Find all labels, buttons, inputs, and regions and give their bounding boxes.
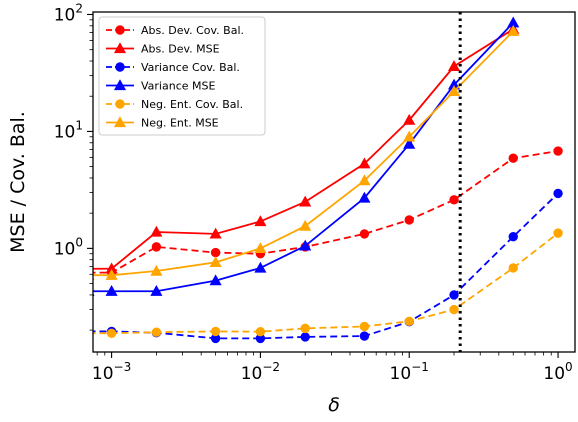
data-point [93, 270, 95, 274]
legend: Abs. Dev. Cov. Bal. Abs. Dev. MSE Variance… [98, 16, 266, 136]
x-tick-label: 100 [543, 360, 572, 384]
data-point [93, 329, 94, 333]
data-point [553, 146, 563, 156]
data-point [447, 85, 461, 97]
legend-marker [115, 99, 125, 109]
series-line [93, 30, 514, 277]
data-point [209, 256, 222, 267]
legend-marker [115, 62, 125, 72]
legend-item: Variance Cov. Bal. [106, 61, 240, 74]
data-point [358, 191, 371, 203]
data-point [404, 215, 414, 225]
legend-item: Abs. Dev. Cov. Bal. [106, 24, 244, 37]
data-point [210, 326, 221, 337]
legend-label: Neg. Ent. MSE [141, 117, 219, 130]
data-point [209, 274, 222, 286]
data-point [508, 263, 518, 273]
data-point [359, 331, 370, 341]
data-point [255, 326, 266, 337]
axis-layer: 10−3 10−2 10−1 100 100 101 102 [54, 1, 573, 384]
data-point [403, 113, 416, 125]
data-point [299, 195, 312, 207]
data-point [254, 215, 267, 227]
data-point [209, 227, 222, 239]
legend-item: Variance MSE [106, 79, 215, 93]
y-tick-label: 102 [54, 1, 83, 25]
data-point [553, 228, 563, 238]
data-point [447, 60, 461, 72]
legend-label: Abs. Dev. MSE [141, 43, 220, 56]
legend-marker [113, 42, 127, 54]
data-point [403, 137, 416, 149]
legend-box [98, 16, 266, 136]
series-line [93, 28, 514, 270]
legend-marker [113, 79, 127, 91]
series-5 [93, 24, 520, 280]
data-point [93, 271, 94, 275]
data-point [151, 242, 162, 252]
data-point [210, 247, 221, 258]
data-point [553, 188, 563, 199]
data-point [106, 328, 117, 338]
data-point [508, 231, 518, 242]
plot-frame [92, 11, 576, 353]
legend-item: Neg. Ent. Cov. Bal. [106, 98, 243, 111]
x-tick-label: 10−2 [241, 360, 280, 384]
series-1 [93, 22, 520, 274]
data-point [358, 174, 371, 186]
x-tick-label: 10−3 [92, 360, 131, 384]
legend-item: Neg. Ent. MSE [106, 116, 219, 130]
data-point [299, 219, 312, 231]
series-layer [93, 16, 563, 344]
data-point [508, 153, 518, 163]
data-point [449, 290, 459, 300]
legend-marker [115, 25, 125, 35]
data-point [254, 242, 267, 254]
data-point [359, 229, 370, 239]
data-point [105, 285, 118, 296]
legend-item: Abs. Dev. MSE [106, 42, 220, 56]
legend-label: Variance MSE [141, 80, 215, 93]
data-point [449, 304, 459, 315]
y-axis-label: MSE / Cov. Bal. [7, 111, 29, 253]
data-point [300, 323, 310, 334]
data-point [403, 130, 416, 142]
data-point [151, 327, 162, 337]
data-point [404, 316, 414, 326]
data-point [507, 24, 520, 36]
data-point [300, 332, 310, 342]
x-tick-label: 10−1 [390, 360, 429, 384]
data-point [359, 321, 370, 332]
data-point [93, 293, 95, 296]
data-point [449, 195, 459, 205]
legend-label: Variance Cov. Bal. [141, 61, 240, 74]
legend-label: Neg. Ent. Cov. Bal. [141, 98, 243, 111]
x-axis-label: δ [328, 394, 340, 416]
data-point [150, 225, 163, 237]
series-4 [93, 228, 563, 338]
y-tick-label: 100 [54, 235, 83, 259]
data-point [358, 157, 371, 169]
data-point [105, 268, 118, 280]
legend-marker [113, 116, 127, 128]
data-point [150, 285, 163, 296]
legend-label: Abs. Dev. Cov. Bal. [141, 24, 244, 37]
data-point [150, 264, 163, 276]
data-point [254, 261, 267, 273]
data-point [299, 239, 312, 251]
y-tick-label: 101 [54, 118, 83, 142]
series-line [93, 232, 559, 335]
